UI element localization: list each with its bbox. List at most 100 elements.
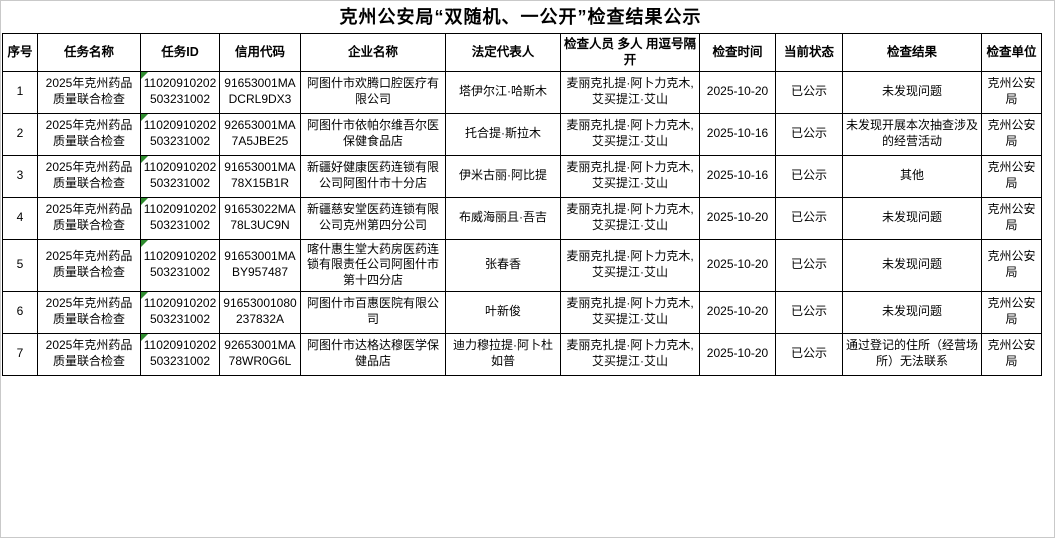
cell-text: 麦丽克扎提·阿卜力克木,艾买提江·艾山 <box>566 118 694 148</box>
column-header-check_unit: 检查单位 <box>981 33 1042 72</box>
cell-text: 麦丽克扎提·阿卜力克木,艾买提江·艾山 <box>566 160 694 190</box>
cell-text: 克州公安局 <box>987 338 1036 368</box>
cell-company: 喀什惠生堂大药房医药连锁有限责任公司阿图什市第十四分店 <box>300 238 446 292</box>
cell-company: 阿图什市欢腾口腔医疗有限公司 <box>300 70 446 114</box>
cell-text: 已公示 <box>790 346 827 361</box>
cell-inspectors: 麦丽克扎提·阿卜力克木,艾买提江·艾山 <box>560 112 700 156</box>
cell-inspectors: 麦丽克扎提·阿卜力克木,艾买提江·艾山 <box>560 70 700 114</box>
column-header-company: 企业名称 <box>300 33 446 72</box>
number-as-text-marker-icon <box>141 71 148 79</box>
cell-task_name: 2025年克州药品质量联合检查 <box>37 238 141 292</box>
cell-check_unit: 克州公安局 <box>981 70 1042 114</box>
number-as-text-marker-icon <box>141 239 148 247</box>
cell-text: 2 <box>16 126 24 141</box>
cell-text: 托合提·斯拉木 <box>465 126 541 141</box>
header-row: 序号 任务名称 任务ID 信用代码 企业名称 法定代表人 检查人员 多人 用逗号隔开 检查时间… <box>2 33 1042 72</box>
cell-text: 阿图什市依帕尔维吾尔医保健食品店 <box>306 118 439 148</box>
cell-text: 2025年克州药品质量联合检查 <box>45 76 133 106</box>
cell-text: 已公示 <box>790 304 827 319</box>
table-row: 5 2025年克州药品质量联合检查 11020910202503231002 9165… <box>2 238 1042 292</box>
table-row: 6 2025年克州药品质量联合检查 11020910202503231002 9165… <box>2 290 1042 334</box>
cell-text: 克州公安局 <box>987 76 1036 106</box>
cell-text: 2025-10-20 <box>706 257 769 272</box>
cell-company: 新疆慈安堂医药连锁有限公司克州第四分公司 <box>300 196 446 240</box>
cell-result: 未发现问题 <box>842 290 982 334</box>
cell-text: 麦丽克扎提·阿卜力克木,艾买提江·艾山 <box>566 202 694 232</box>
cell-text: 2025年克州药品质量联合检查 <box>45 296 133 326</box>
cell-credit_code: 91653001080237832A <box>219 290 301 334</box>
cell-text: 未发现开展本次抽查涉及的经营活动 <box>845 118 978 148</box>
cell-result: 通过登记的住所（经营场所）无法联系 <box>842 332 982 376</box>
cell-text: 伊米古丽·阿比提 <box>459 168 547 183</box>
cell-text: 11020910202503231002 <box>143 118 217 148</box>
column-header-result: 检查结果 <box>842 33 982 72</box>
column-header-credit_code: 信用代码 <box>219 33 301 72</box>
cell-text: 5 <box>16 257 24 272</box>
cell-text: 4 <box>16 210 24 225</box>
cell-text: 未发现问题 <box>881 84 942 99</box>
cell-text: 布威海丽且·吾吉 <box>459 210 547 225</box>
cell-text: 已公示 <box>790 210 827 225</box>
cell-text: 克州公安局 <box>987 160 1036 190</box>
cell-status: 已公示 <box>775 196 843 240</box>
cell-text: 2025年克州药品质量联合检查 <box>45 202 133 232</box>
cell-text: 92653001MA7A5JBE25 <box>224 118 296 148</box>
cell-check_unit: 克州公安局 <box>981 154 1042 198</box>
cell-text: 2025-10-20 <box>706 304 769 319</box>
cell-seq: 4 <box>2 196 38 240</box>
cell-text: 麦丽克扎提·阿卜力克木,艾买提江·艾山 <box>566 76 694 106</box>
cell-result: 未发现问题 <box>842 196 982 240</box>
cell-text: 未发现问题 <box>881 257 942 272</box>
cell-credit_code: 91653022MA78L3UC9N <box>219 196 301 240</box>
cell-legal_rep: 布威海丽且·吾吉 <box>445 196 561 240</box>
cell-result: 其他 <box>842 154 982 198</box>
cell-text: 91653001MADCRL9DX3 <box>224 76 296 106</box>
cell-task_id: 11020910202503231002 <box>140 70 220 114</box>
cell-inspectors: 麦丽克扎提·阿卜力克木,艾买提江·艾山 <box>560 238 700 292</box>
cell-check_date: 2025-10-20 <box>699 196 776 240</box>
cell-text: 3 <box>16 168 24 183</box>
cell-company: 阿图什市依帕尔维吾尔医保健食品店 <box>300 112 446 156</box>
cell-text: 阿图什市达格达穆医学保健品店 <box>306 338 439 368</box>
cell-text: 11020910202503231002 <box>143 296 217 326</box>
number-as-text-marker-icon <box>141 155 148 163</box>
cell-inspectors: 麦丽克扎提·阿卜力克木,艾买提江·艾山 <box>560 154 700 198</box>
number-as-text-marker-icon <box>141 291 148 299</box>
table-row: 4 2025年克州药品质量联合检查 11020910202503231002 9165… <box>2 196 1042 240</box>
cell-text: 11020910202503231002 <box>143 338 217 368</box>
cell-company: 新疆好健康医药连锁有限公司阿图什市十分店 <box>300 154 446 198</box>
column-header-status: 当前状态 <box>775 33 843 72</box>
cell-text: 2025-10-20 <box>706 346 769 361</box>
cell-text: 叶新俊 <box>484 304 521 319</box>
cell-seq: 7 <box>2 332 38 376</box>
page-title: 克州公安局“双随机、一公开”检查结果公示 <box>339 7 702 27</box>
cell-text: 麦丽克扎提·阿卜力克木,艾买提江·艾山 <box>566 296 694 326</box>
cell-text: 11020910202503231002 <box>143 160 217 190</box>
column-header-inspectors: 检查人员 多人 用逗号隔开 <box>560 33 700 72</box>
cell-task_id: 11020910202503231002 <box>140 112 220 156</box>
cell-text: 2025-10-20 <box>706 84 769 99</box>
cell-check_date: 2025-10-20 <box>699 290 776 334</box>
cell-task_id: 11020910202503231002 <box>140 332 220 376</box>
cell-legal_rep: 托合提·斯拉木 <box>445 112 561 156</box>
cell-text: 张春香 <box>484 257 521 272</box>
cell-seq: 6 <box>2 290 38 334</box>
cell-task_name: 2025年克州药品质量联合检查 <box>37 154 141 198</box>
column-header-task_id: 任务ID <box>140 33 220 72</box>
cell-text: 2025年克州药品质量联合检查 <box>45 338 133 368</box>
cell-check_date: 2025-10-20 <box>699 70 776 114</box>
cell-credit_code: 91653001MADCRL9DX3 <box>219 70 301 114</box>
cell-status: 已公示 <box>775 112 843 156</box>
cell-legal_rep: 迪力穆拉提·阿卜杜如普 <box>445 332 561 376</box>
cell-legal_rep: 叶新俊 <box>445 290 561 334</box>
cell-check_unit: 克州公安局 <box>981 196 1042 240</box>
cell-task_name: 2025年克州药品质量联合检查 <box>37 332 141 376</box>
cell-text: 克州公安局 <box>987 296 1036 326</box>
cell-text: 塔伊尔江·哈斯木 <box>459 84 547 99</box>
cell-text: 已公示 <box>790 84 827 99</box>
cell-text: 麦丽克扎提·阿卜力克木,艾买提江·艾山 <box>566 338 694 368</box>
cell-company: 阿图什市百惠医院有限公司 <box>300 290 446 334</box>
table-row: 7 2025年克州药品质量联合检查 11020910202503231002 9265… <box>2 332 1042 376</box>
cell-inspectors: 麦丽克扎提·阿卜力克木,艾买提江·艾山 <box>560 196 700 240</box>
